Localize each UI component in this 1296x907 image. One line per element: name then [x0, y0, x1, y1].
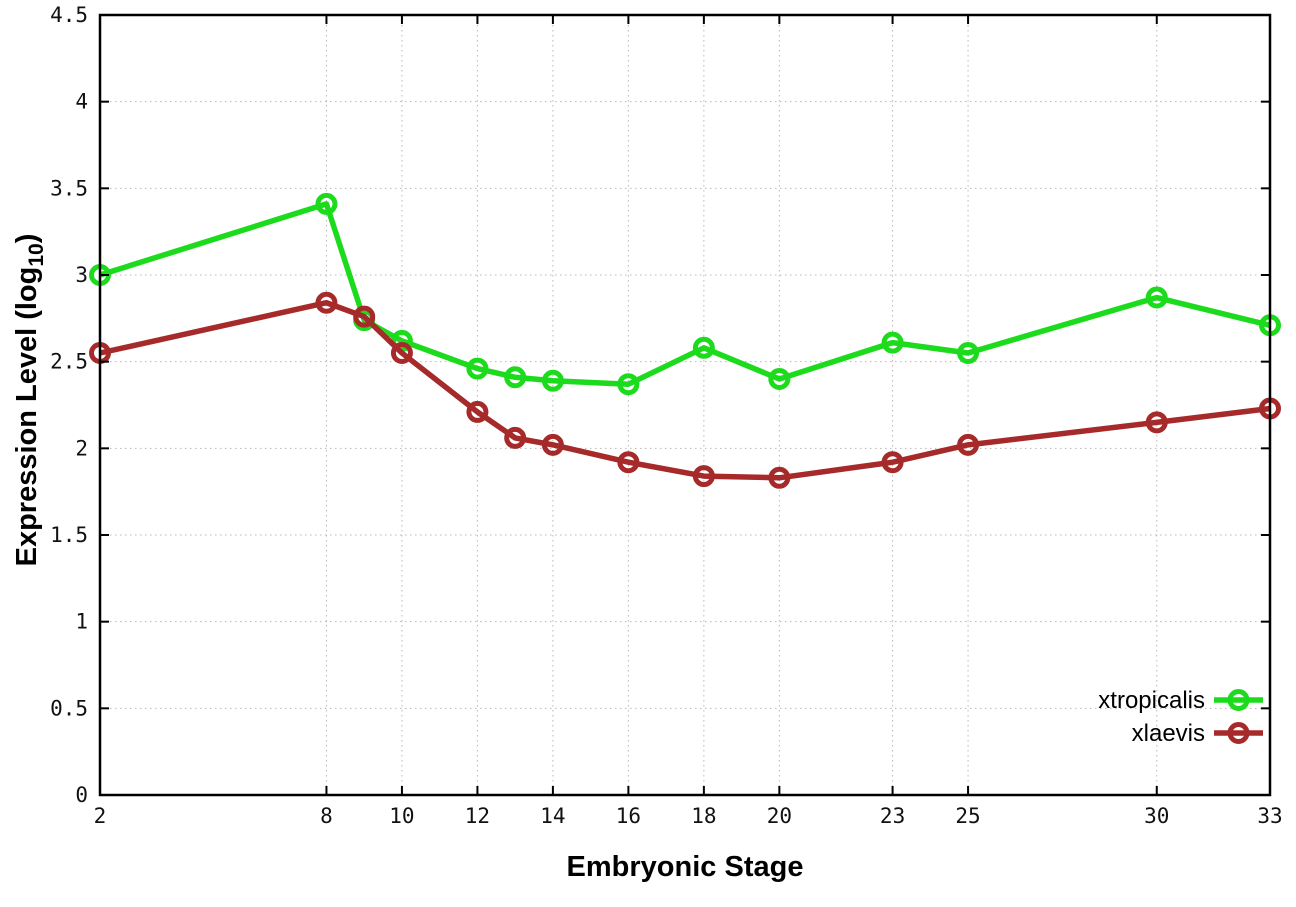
- y-tick-label: 4: [75, 90, 88, 114]
- y-tick-label: 2: [75, 436, 88, 460]
- y-tick-label: 0: [75, 783, 88, 807]
- legend-entry-xlaevis: xlaevis: [1132, 720, 1263, 747]
- legend-label-xtropicalis: xtropicalis: [1098, 687, 1205, 714]
- legend-entry-xtropicalis: xtropicalis: [1098, 687, 1263, 714]
- data-point-xlaevis: [957, 433, 980, 456]
- series-line-xlaevis: [99, 299, 1271, 481]
- data-point-xlaevis: [390, 342, 413, 364]
- data-point-xtropicalis: [1145, 286, 1168, 309]
- data-point-xlaevis: [353, 305, 376, 328]
- plot-frame: [98, 13, 1272, 797]
- x-tick-label: 14: [540, 804, 565, 828]
- legend-sample-marker: [1227, 689, 1250, 711]
- x-tick-label: 20: [767, 804, 792, 828]
- data-point-xtropicalis: [881, 331, 904, 354]
- data-point-xtropicalis: [504, 366, 527, 389]
- data-point-xtropicalis: [768, 368, 791, 390]
- x-tick-label: 10: [389, 804, 414, 828]
- y-tick-label: 1: [75, 610, 88, 634]
- legend-sample-marker: [1227, 722, 1250, 744]
- x-tick-label: 16: [616, 804, 641, 828]
- x-tick-label: 33: [1257, 804, 1282, 828]
- y-tick-label: 0.5: [50, 696, 88, 720]
- tick-layer: 2 8 10 12 14 16 18 20 23 25 30 33 0 0.5 1 1.5 2 2.5 3 3.5 4 4…: [50, 3, 1283, 828]
- series-line-xtropicalis: [99, 201, 1271, 387]
- x-tick-label: 18: [691, 804, 716, 828]
- y-axis-title: Expression Level (log10): [11, 234, 48, 567]
- x-axis-title: Embryonic Stage: [567, 851, 804, 883]
- data-point-xlaevis: [617, 451, 640, 474]
- legend: xtropicalis xlaevis: [1098, 687, 1263, 747]
- data-point-xlaevis: [692, 465, 715, 488]
- y-tick-label: 2.5: [50, 350, 88, 374]
- data-point-xlaevis: [315, 291, 338, 314]
- data-point-xlaevis: [768, 466, 791, 489]
- data-point-xlaevis: [1145, 411, 1168, 434]
- x-tick-label: 2: [94, 804, 107, 828]
- data-point-xlaevis: [466, 400, 489, 423]
- y-tick-label: 1.5: [50, 523, 88, 547]
- grid-layer: [99, 14, 1271, 796]
- data-point-xtropicalis: [541, 369, 564, 392]
- legend-label-xlaevis: xlaevis: [1132, 720, 1205, 747]
- x-tick-label: 25: [955, 804, 980, 828]
- data-point-xtropicalis: [957, 342, 980, 364]
- data-point-xtropicalis: [315, 192, 338, 215]
- y-tick-label: 4.5: [50, 3, 88, 27]
- y-tick-label: 3.5: [50, 176, 88, 200]
- y-axis-title-text: Expression Level (log10): [11, 234, 48, 567]
- series-layer: [89, 192, 1281, 489]
- data-point-xtropicalis: [692, 336, 715, 359]
- data-point-xtropicalis: [617, 373, 640, 396]
- y-tick-label: 3: [75, 263, 88, 287]
- data-point-xlaevis: [541, 433, 564, 456]
- data-point-xlaevis: [881, 451, 904, 474]
- x-tick-label: 23: [880, 804, 905, 828]
- x-tick-label: 8: [320, 804, 333, 828]
- data-point-xlaevis: [504, 426, 527, 449]
- plot-border: [98, 13, 1272, 797]
- data-point-xtropicalis: [466, 357, 489, 380]
- x-tick-label: 12: [465, 804, 490, 828]
- x-tick-label: 30: [1144, 804, 1169, 828]
